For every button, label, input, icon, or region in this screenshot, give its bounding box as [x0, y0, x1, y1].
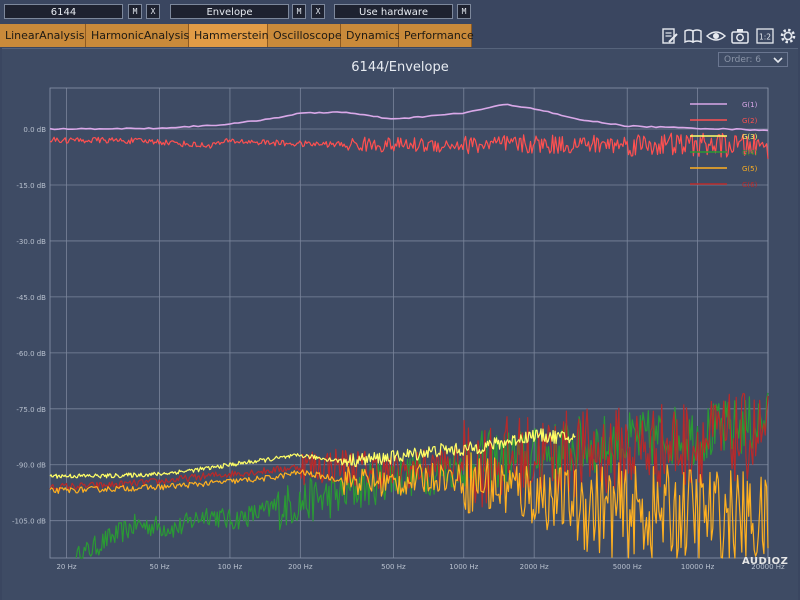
- y-tick-label: -15.0 dB: [16, 182, 46, 190]
- ratio-icon[interactable]: 1:2: [755, 26, 775, 46]
- legend-label: G(2): [742, 117, 758, 125]
- tab-linear-analysis[interactable]: LinearAnalysis: [0, 24, 86, 47]
- x-tick-label: 20000 Hz: [751, 563, 785, 571]
- m-button-2[interactable]: M: [292, 4, 306, 19]
- series-line: [75, 392, 769, 559]
- mode-field[interactable]: Envelope: [170, 4, 289, 19]
- y-tick-label: -105.0 dB: [12, 518, 46, 526]
- m-button-1[interactable]: M: [128, 4, 142, 19]
- legend-label: G(4): [742, 149, 758, 157]
- tab-harmonic-analysis[interactable]: HarmonicAnalysis: [86, 24, 189, 47]
- legend-label: G(5): [742, 165, 758, 173]
- x-tick-label: 20 Hz: [56, 563, 76, 571]
- x-tick-label: 100 Hz: [218, 563, 243, 571]
- series-line: [49, 132, 769, 159]
- legend-label: G(3): [742, 133, 758, 141]
- order-select[interactable]: Order: 6: [718, 52, 788, 67]
- x-tick-label: 2000 Hz: [520, 563, 549, 571]
- chart-title: 6144/Envelope: [351, 60, 449, 75]
- top-toolbar: 6144 M X Envelope M X Use hardware M: [0, 0, 800, 22]
- series-line: [49, 428, 576, 479]
- edit-icon[interactable]: [660, 26, 680, 46]
- legend-label: G(1): [742, 101, 758, 109]
- y-tick-label: -45.0 dB: [16, 294, 46, 302]
- x-tick-label: 5000 Hz: [613, 563, 642, 571]
- watermark: AUDIOZ: [742, 556, 789, 567]
- device-field[interactable]: Use hardware: [334, 4, 453, 19]
- x-tick-label: 1000 Hz: [449, 563, 478, 571]
- order-select-value: Order: 6: [724, 55, 762, 65]
- series-line: [49, 452, 769, 559]
- tab-oscilloscope[interactable]: Oscilloscope: [268, 24, 342, 47]
- book-icon[interactable]: [683, 26, 703, 46]
- legend-label: G(6): [742, 181, 758, 189]
- eye-icon[interactable]: [706, 26, 726, 46]
- tab-performance[interactable]: Performance: [399, 24, 474, 47]
- x-tick-label: 500 Hz: [381, 563, 406, 571]
- plot-frame: [49, 87, 769, 559]
- chevron-down-icon: [773, 57, 783, 64]
- m-button-3[interactable]: M: [457, 4, 471, 19]
- block-size-field[interactable]: 6144: [4, 4, 123, 19]
- series-line: [49, 103, 769, 132]
- x-tick-label: 10000 Hz: [681, 563, 715, 571]
- y-tick-label: -60.0 dB: [16, 350, 46, 358]
- y-tick-label: -75.0 dB: [16, 406, 46, 414]
- y-tick-label: -30.0 dB: [16, 238, 46, 246]
- x-button-1[interactable]: X: [146, 4, 160, 19]
- series-line: [49, 392, 769, 508]
- x-tick-label: 50 Hz: [150, 563, 170, 571]
- gear-icon[interactable]: [778, 26, 798, 46]
- svg-text:1:2: 1:2: [759, 33, 771, 42]
- tab-dynamics[interactable]: Dynamics: [341, 24, 400, 47]
- camera-icon[interactable]: [730, 26, 750, 46]
- x-button-2[interactable]: X: [311, 4, 325, 19]
- y-tick-label: -90.0 dB: [16, 462, 46, 470]
- x-tick-label: 200 Hz: [288, 563, 313, 571]
- y-tick-label: 0.0 dB: [23, 126, 46, 134]
- tab-hammerstein[interactable]: Hammerstein: [189, 24, 269, 47]
